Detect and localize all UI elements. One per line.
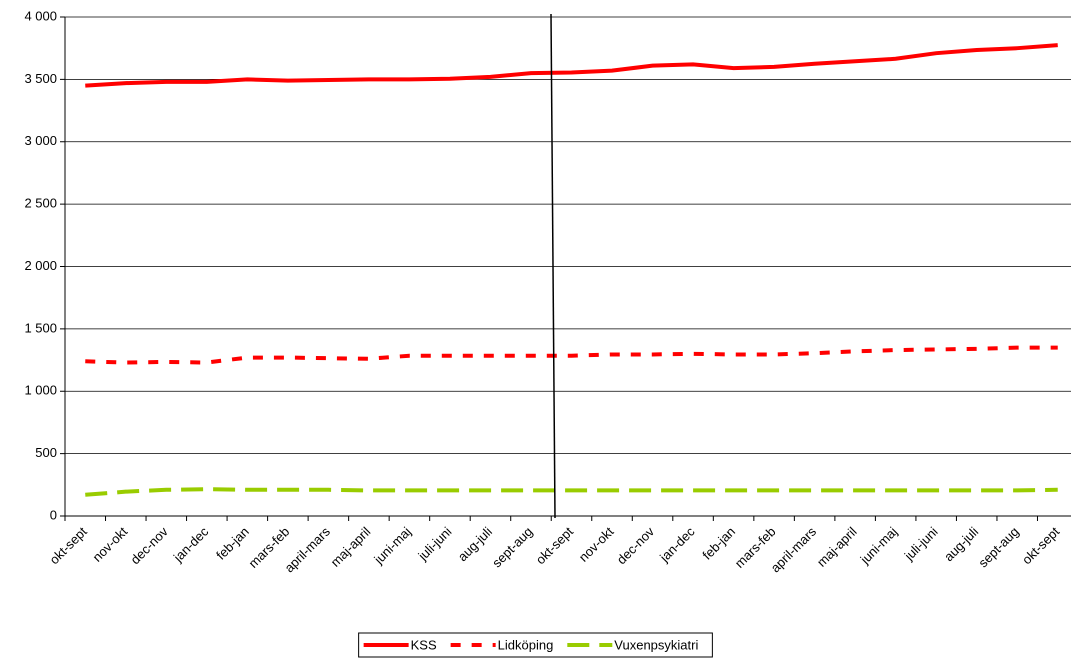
x-tick-label: nov-okt [576, 524, 617, 565]
y-tick-label: 0 [50, 507, 57, 522]
y-tick-label: 2 000 [24, 258, 57, 273]
y-tick-label: 1 000 [24, 383, 57, 398]
x-tick-label: jan-dec [656, 524, 698, 566]
series-line [85, 345, 1058, 365]
legend-label: KSS [411, 637, 437, 652]
y-tick-label: 1 500 [24, 320, 57, 335]
y-tick-label: 2 500 [24, 196, 57, 211]
legend-box [358, 632, 713, 658]
legend: KSS Lidköping Vuxenpsykiatri [358, 632, 713, 658]
x-tick-label: aug-juli [455, 524, 495, 564]
x-tick-label: feb-jan [213, 524, 252, 563]
series-line [85, 43, 1058, 88]
x-tick-label: juli-juni [415, 524, 455, 564]
x-tick-label: maj-april [328, 524, 374, 570]
x-tick-label: okt-sept [47, 524, 91, 568]
x-tick-label: maj-april [814, 524, 860, 570]
x-tick-label: juli-juni [901, 524, 941, 564]
y-tick-label: 500 [35, 445, 57, 460]
x-tick-label: okt-sept [533, 524, 577, 568]
legend-label: Vuxenpsykiatri [614, 637, 698, 652]
y-tick-label: 3 000 [24, 133, 57, 148]
x-tick-label: sept-aug [489, 524, 535, 570]
x-tick-label: feb-jan [699, 524, 738, 563]
x-tick-label: aug-juli [941, 524, 981, 564]
y-tick-label: 3 500 [24, 71, 57, 86]
x-tick-label: dec-nov [614, 524, 658, 568]
legend-label: Lidköping [498, 637, 554, 652]
x-tick-label: nov-okt [90, 524, 131, 565]
x-tick-label: jan-dec [170, 524, 212, 566]
x-tick-label: okt-sept [1019, 524, 1063, 568]
series-line [85, 487, 1058, 497]
divider-line [550, 13, 556, 519]
x-tick-label: juni-maj [857, 524, 901, 568]
x-tick-label: dec-nov [128, 524, 172, 568]
x-tick-label: sept-aug [975, 524, 1021, 570]
x-tick-label: juni-maj [370, 524, 414, 568]
y-tick-label: 4 000 [24, 8, 57, 23]
